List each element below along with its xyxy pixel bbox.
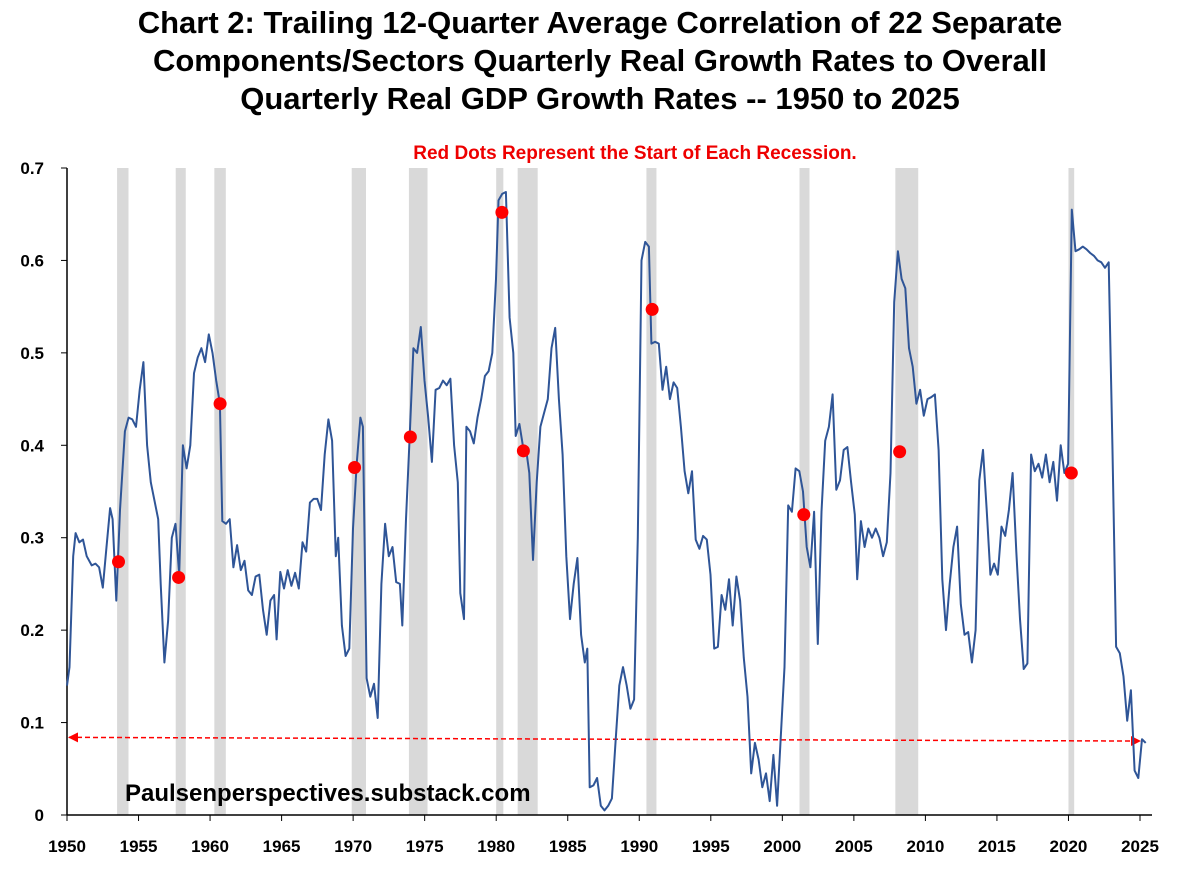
x-tick-label-12: 2010: [906, 837, 944, 856]
recession-start-dot-4: [403, 430, 417, 444]
chart-title-line-1: Chart 2: Trailing 12-Quarter Average Cor…: [137, 5, 1063, 40]
axes: [66, 168, 1152, 816]
recession-start-dot-1: [172, 570, 186, 584]
recession-band-2: [214, 168, 226, 815]
x-tick-label-4: 1970: [334, 837, 372, 856]
x-tick-label-3: 1965: [263, 837, 301, 856]
y-tick-label-0: 0: [35, 806, 44, 825]
recession-band-8: [799, 168, 810, 815]
x-tick-label-9: 1995: [692, 837, 730, 856]
recession-band-6: [517, 168, 538, 815]
y-tick-label-4: 0.4: [20, 436, 44, 455]
x-tick-label-11: 2005: [835, 837, 873, 856]
chart-title: Chart 2: Trailing 12-Quarter Average Cor…: [0, 4, 1200, 118]
x-tick-label-6: 1980: [477, 837, 515, 856]
chart-title-line-3: Quarterly Real GDP Growth Rates -- 1950 …: [240, 81, 960, 116]
recession-band-10: [1068, 168, 1075, 815]
recession-start-dot-2: [213, 397, 227, 411]
y-tick-label-2: 0.2: [20, 621, 44, 640]
chart-title-line-2: Components/Sectors Quarterly Real Growth…: [152, 43, 1048, 78]
correlation-line: [66, 191, 1147, 812]
x-tick-label-1: 1955: [120, 837, 158, 856]
x-axis-ticks: 1950 1955 1960 1965 1970 1975 1980 1985 1990 1995…: [48, 815, 1159, 856]
recession-shading: [117, 168, 1075, 815]
x-tick-label-2: 1960: [191, 837, 229, 856]
chart-subtitle: Red Dots Represent the Start of Each Rec…: [413, 143, 857, 164]
reference-line: [68, 732, 1141, 747]
recession-band-5: [496, 168, 504, 815]
y-tick-label-7: 0.7: [20, 159, 44, 178]
x-tick-label-5: 1975: [406, 837, 444, 856]
recession-band-7: [646, 168, 657, 815]
y-tick-label-1: 0.1: [20, 714, 44, 733]
y-tick-label-5: 0.5: [20, 344, 44, 363]
y-axis-ticks: 0 0.1 0.2 0.3 0.4 0.5 0.6 0.7: [20, 159, 67, 825]
recession-start-dot-6: [516, 444, 530, 458]
recession-band-3: [351, 168, 367, 815]
recession-start-dot-9: [893, 445, 907, 459]
x-tick-label-7: 1985: [549, 837, 587, 856]
recession-start-dot-5: [495, 205, 509, 219]
y-tick-label-3: 0.3: [20, 529, 44, 548]
reference-dashed-arrow: [68, 732, 1141, 747]
recession-band-4: [408, 168, 428, 815]
y-tick-label-6: 0.6: [20, 251, 44, 270]
x-tick-label-10: 2000: [763, 837, 801, 856]
recession-band-9: [895, 168, 919, 815]
x-tick-label-14: 2020: [1050, 837, 1088, 856]
x-tick-label-8: 1990: [620, 837, 658, 856]
x-tick-label-0: 1950: [48, 837, 86, 856]
recession-start-dot-10: [1064, 466, 1078, 480]
recession-start-dots: [112, 205, 1078, 584]
recession-start-dot-8: [797, 508, 811, 522]
watermark-text: Paulsenperspectives.substack.com: [125, 780, 531, 807]
recession-start-dot-3: [348, 460, 362, 474]
recession-start-dot-0: [112, 555, 126, 569]
recession-start-dot-7: [645, 302, 659, 316]
recession-band-0: [117, 168, 129, 815]
x-tick-label-13: 2015: [978, 837, 1016, 856]
x-tick-label-15: 2025: [1121, 837, 1159, 856]
series-line: [66, 191, 1147, 812]
